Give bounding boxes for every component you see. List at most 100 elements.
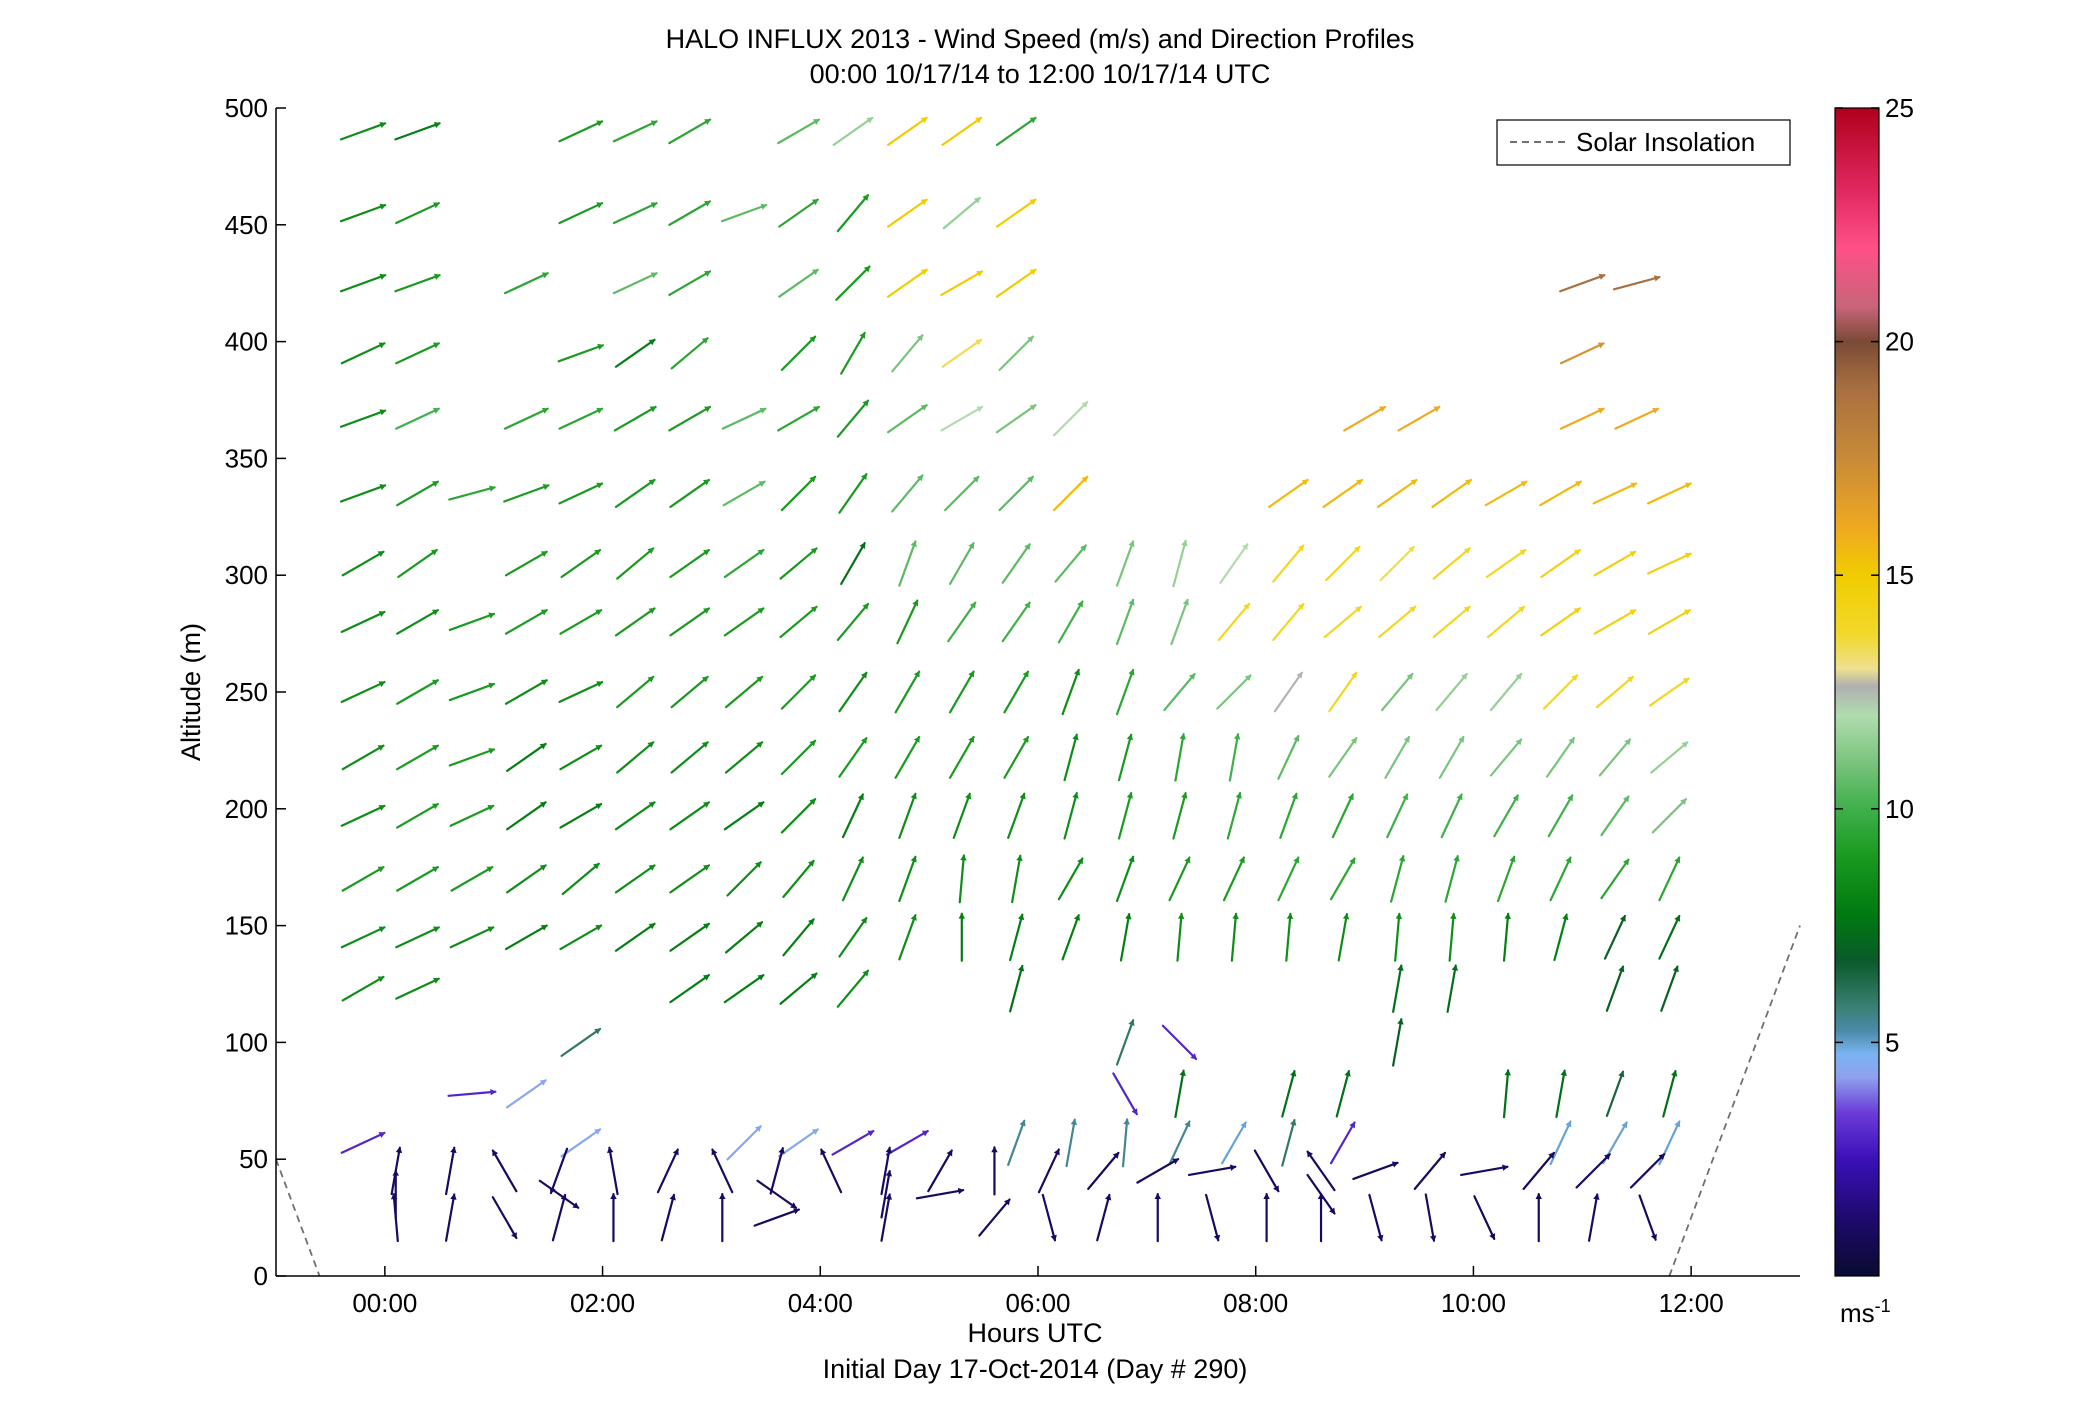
wind-arrow: [782, 918, 815, 957]
wind-arrow: [1217, 602, 1251, 642]
y-tick-label: 350: [225, 443, 268, 473]
wind-arrow: [560, 1027, 602, 1057]
wind-arrow: [1440, 793, 1463, 839]
wind-arrow: [836, 602, 870, 642]
wind-arrow: [778, 198, 819, 228]
wind-arrow: [616, 741, 655, 774]
wind-arrow: [777, 118, 820, 145]
wind-arrow: [396, 609, 439, 635]
wind-arrow: [894, 670, 921, 714]
wind-arrow: [720, 203, 768, 223]
wind-arrow: [779, 547, 818, 580]
wind-arrow: [339, 273, 387, 293]
wind-arrow: [995, 404, 1037, 434]
wind-arrow: [1432, 605, 1471, 639]
wind-arrow: [559, 609, 603, 635]
wind-arrow: [558, 202, 604, 225]
wind-arrow: [838, 737, 868, 778]
wind-arrow: [614, 338, 656, 368]
wind-arrow: [1662, 1069, 1678, 1118]
wind-arrow: [668, 405, 712, 432]
wind-arrow: [396, 480, 439, 507]
wind-arrow: [1063, 792, 1079, 840]
x-axis: 00:00 02:00 04:00 06:00 08:00 10:00 12:00: [352, 1266, 1724, 1318]
wind-arrow: [1115, 668, 1135, 716]
wind-arrow: [840, 331, 866, 375]
wind-arrow: [669, 922, 711, 952]
wind-arrow: [1432, 547, 1471, 580]
wind-arrow: [1063, 733, 1079, 782]
wind-arrow: [1647, 609, 1691, 635]
wind-arrow: [838, 916, 868, 958]
wind-arrow: [1329, 1121, 1356, 1165]
wind-arrow: [1037, 1148, 1060, 1194]
wind-arrow: [1378, 605, 1417, 639]
wind-arrow: [396, 679, 439, 705]
wind-arrow: [724, 741, 764, 774]
y-tick-label: 250: [225, 677, 268, 707]
wind-arrow: [397, 548, 438, 579]
wind-arrow: [339, 121, 387, 141]
wind-arrow: [1168, 1120, 1191, 1166]
solar-insolation-line: [1668, 925, 1801, 1277]
wind-arrow: [670, 675, 709, 709]
wind-arrow: [390, 1193, 399, 1243]
x-tick-label: 06:00: [1005, 1288, 1070, 1318]
wind-arrow: [1502, 912, 1511, 962]
wind-arrow: [1228, 733, 1241, 782]
wind-arrow: [1593, 550, 1637, 577]
wind-arrow: [1057, 600, 1084, 644]
wind-arrow: [1397, 405, 1441, 432]
wind-arrow: [1549, 1120, 1572, 1166]
wind-arrow: [780, 798, 817, 834]
wind-arrow: [340, 1131, 386, 1154]
wind-arrow: [1115, 1019, 1135, 1066]
wind-arrow: [880, 1146, 893, 1196]
y-tick-label: 200: [225, 794, 268, 824]
wind-arrow: [947, 601, 977, 643]
wind-arrow: [1221, 1121, 1247, 1165]
wind-arrow: [614, 607, 656, 637]
wind-arrow: [1658, 914, 1681, 960]
wind-arrow: [1323, 605, 1362, 639]
wind-arrow: [339, 409, 387, 428]
wind-arrow: [1161, 1024, 1198, 1061]
wind-arrow: [898, 855, 917, 903]
wind-arrow: [1448, 912, 1457, 962]
x-tick-label: 04:00: [788, 1288, 853, 1318]
wind-arrow: [396, 744, 439, 771]
x-tick-label: 12:00: [1659, 1288, 1724, 1318]
x-tick-label: 10:00: [1441, 1288, 1506, 1318]
wind-arrow: [927, 1149, 953, 1193]
wind-arrow: [503, 272, 549, 295]
wind-arrow: [898, 792, 917, 839]
wind-arrow: [341, 550, 385, 577]
chart-subtitle: 00:00 10/17/14 to 12:00 10/17/14 UTC: [810, 59, 1271, 89]
wind-arrow: [1061, 668, 1081, 716]
wind-arrow: [1335, 1069, 1351, 1118]
wind-arrow: [503, 484, 550, 503]
wind-arrow: [1001, 543, 1031, 584]
wind-arrow: [1392, 964, 1404, 1013]
wind-arrow: [721, 407, 767, 430]
wind-arrow: [340, 610, 386, 633]
wind-arrow: [838, 473, 868, 514]
wind-arrow: [1605, 965, 1625, 1012]
colorbar-tick-label: 20: [1885, 327, 1914, 357]
wind-arrow: [613, 405, 657, 432]
wind-arrow: [612, 120, 658, 143]
wind-arrow: [1629, 1153, 1666, 1189]
wind-arrow: [1306, 1150, 1336, 1192]
wind-arrow: [880, 1169, 893, 1219]
wind-arrow: [1007, 1119, 1026, 1167]
colorbar: [1834, 107, 1880, 1277]
wind-arrow: [1174, 733, 1186, 782]
wind-arrow: [1172, 792, 1188, 840]
y-tick-label: 0: [254, 1261, 268, 1291]
wind-arrow: [1376, 478, 1418, 509]
wind-arrow: [1003, 670, 1030, 714]
wind-arrow: [991, 1146, 998, 1196]
wind-arrow: [339, 484, 387, 503]
wind-arrow: [1054, 544, 1087, 583]
